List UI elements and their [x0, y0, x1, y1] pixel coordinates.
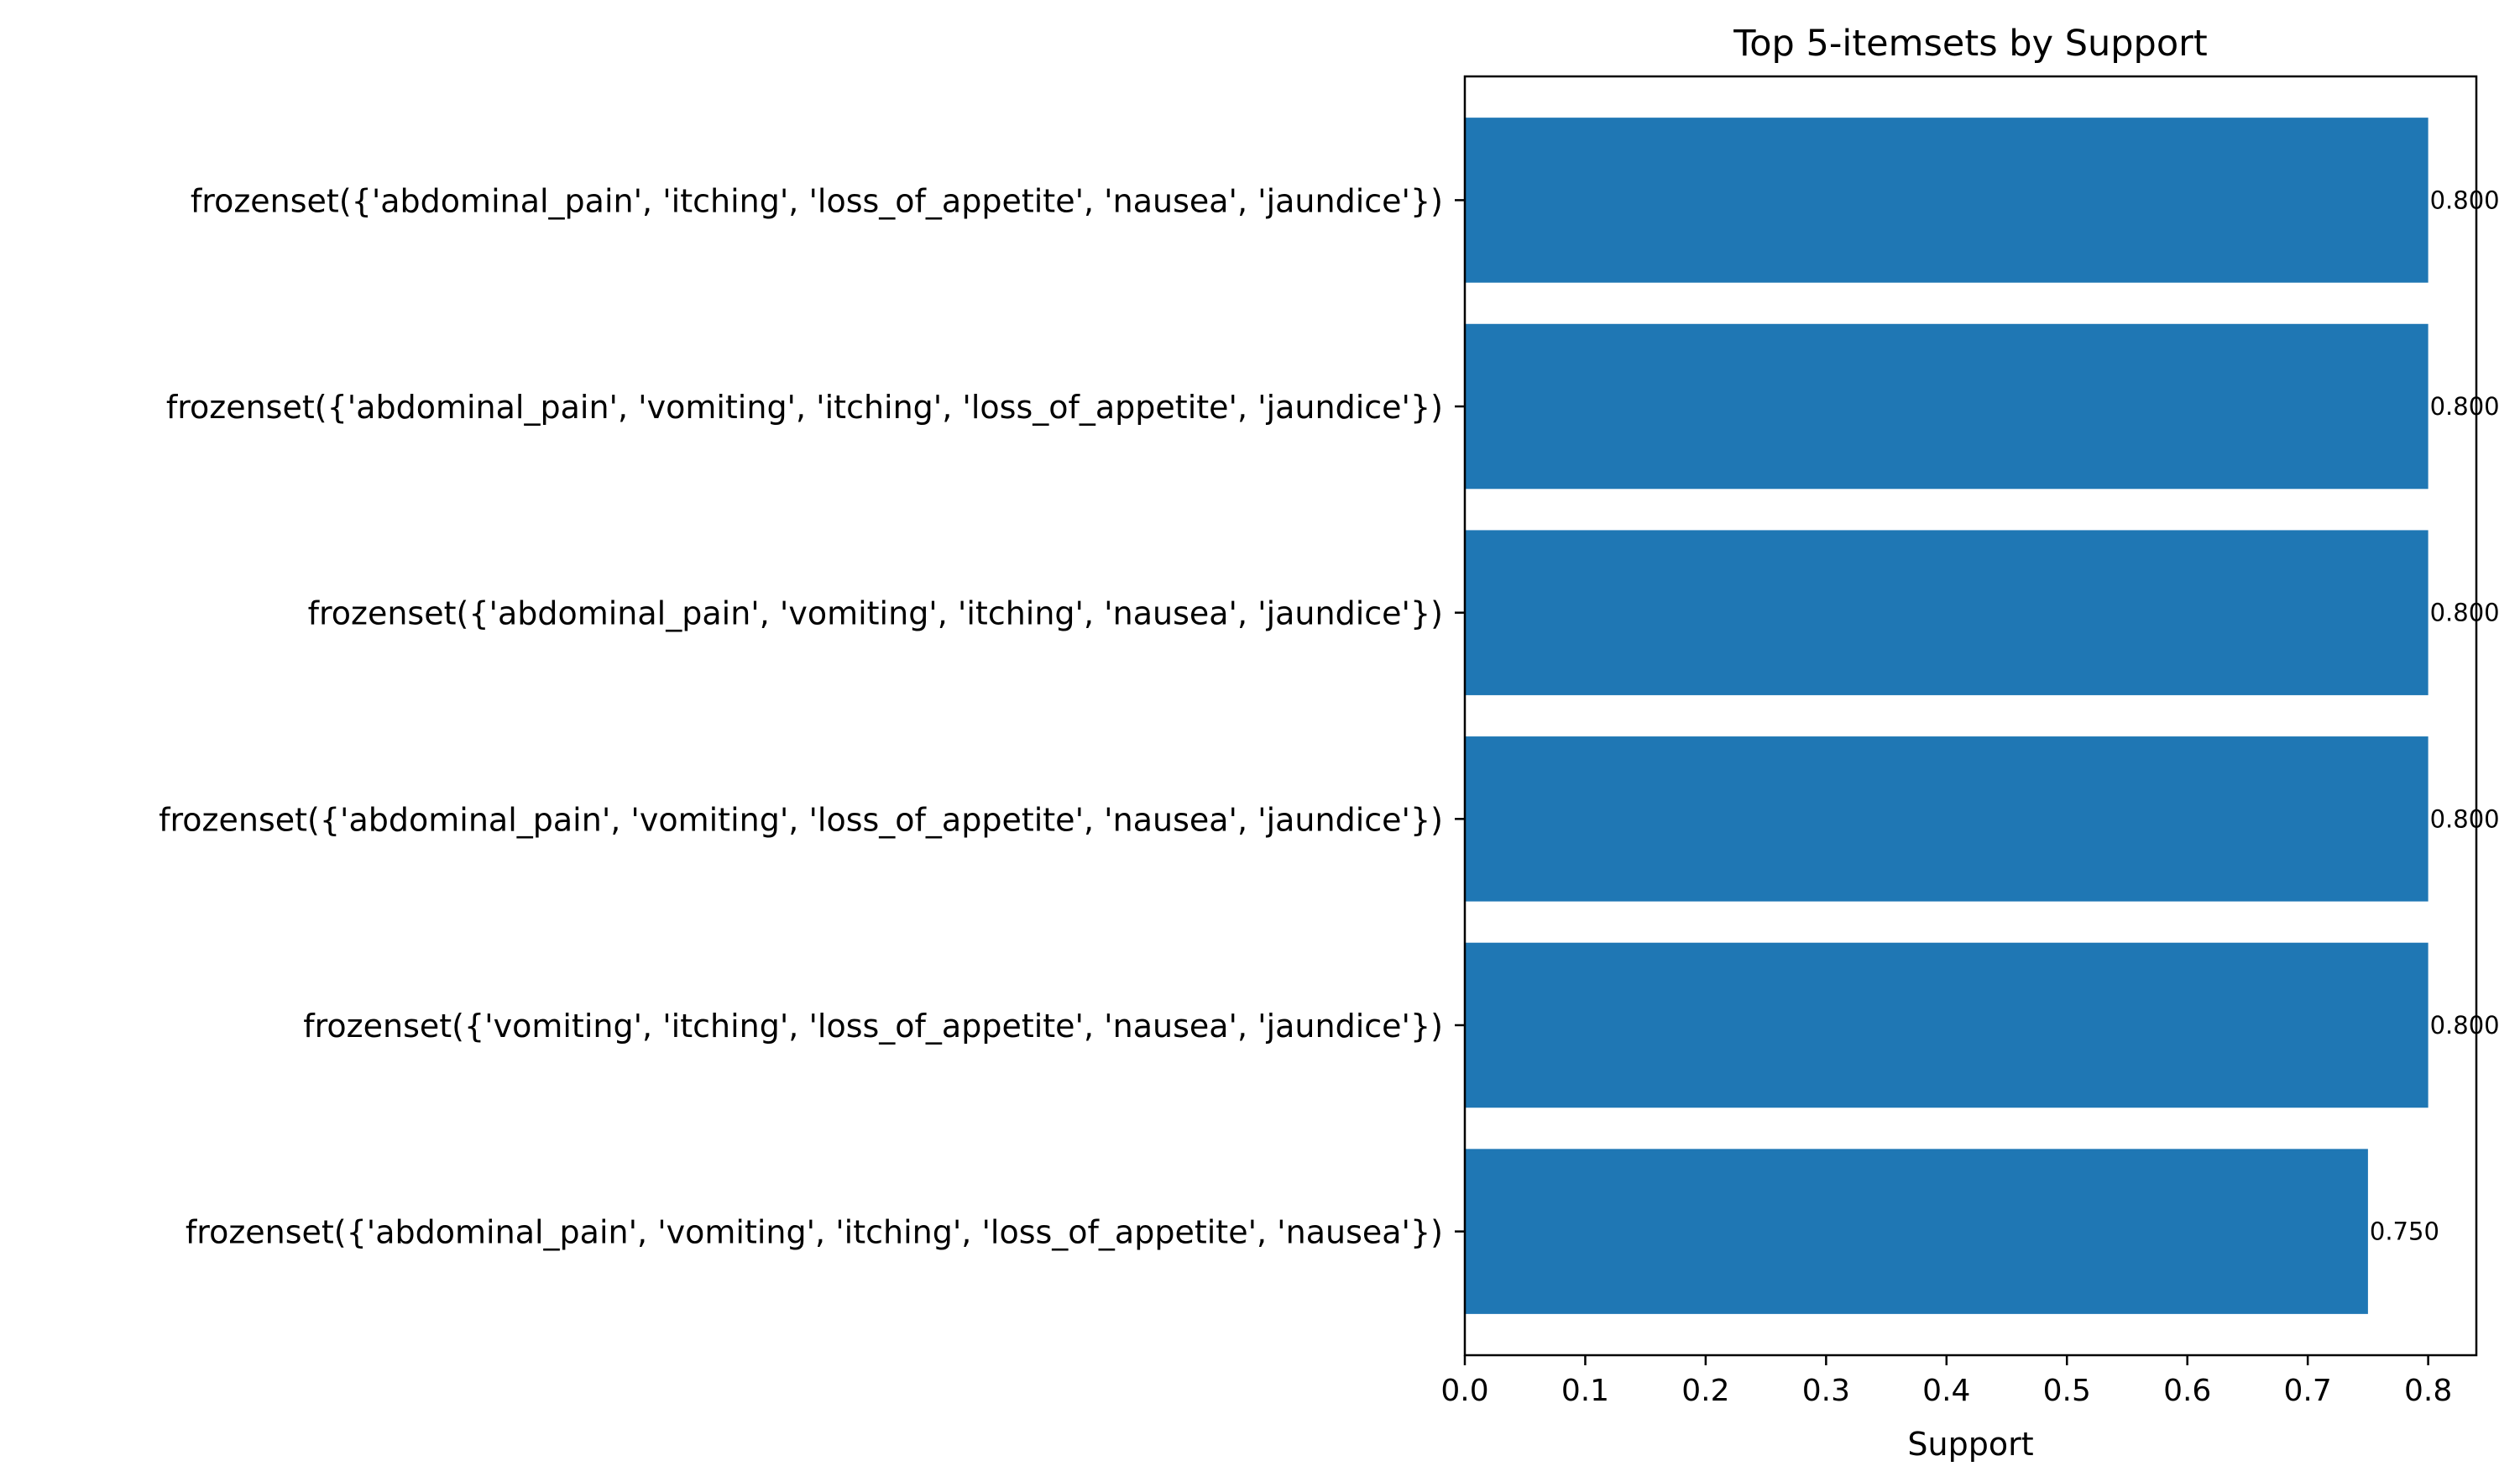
x-tick-label-2: 0.2 [1681, 1374, 1729, 1408]
category-label-5: frozenset({'vomiting', 'itching', 'loss_… [303, 1008, 1443, 1045]
plot-frame [1463, 75, 2478, 1357]
category-labels: frozenset({'abdominal_pain', 'itching', … [159, 182, 1465, 1251]
x-tick-label-8: 0.8 [2404, 1374, 2452, 1408]
category-label-2: frozenset({'abdominal_pain', 'vomiting',… [166, 389, 1443, 426]
bar-5 [1465, 942, 2429, 1108]
bar-4 [1465, 736, 2429, 902]
category-label-3: frozenset({'abdominal_pain', 'vomiting',… [308, 595, 1443, 632]
bar-value-label-3: 0.800 [2430, 599, 2500, 627]
chart-title: Top 5-itemsets by Support [1733, 23, 2207, 65]
x-tick-label-6: 0.6 [2163, 1374, 2211, 1408]
x-axis-label: Support [1907, 1426, 2033, 1463]
bar-3 [1465, 530, 2429, 695]
bar-value-labels: 0.800 0.800 0.800 0.800 0.800 0.750 [2370, 186, 2500, 1245]
bar-value-label-6: 0.750 [2370, 1218, 2439, 1246]
category-label-4: frozenset({'abdominal_pain', 'vomiting',… [159, 801, 1443, 838]
x-tick-label-5: 0.5 [2043, 1374, 2091, 1408]
x-tick-label-1: 0.1 [1561, 1374, 1609, 1408]
x-axis-ticks: 0.0 0.1 0.2 0.3 0.4 0.5 0.6 0.7 0.8 [1440, 1355, 2452, 1408]
bar-value-label-5: 0.800 [2430, 1011, 2500, 1039]
bar-value-label-2: 0.800 [2430, 392, 2500, 421]
x-tick-label-0: 0.0 [1440, 1374, 1488, 1408]
x-tick-label-4: 0.4 [1922, 1374, 1970, 1408]
bar-2 [1465, 323, 2429, 490]
bar-1 [1465, 118, 2429, 283]
x-tick-label-3: 0.3 [1802, 1374, 1850, 1408]
bar-value-label-4: 0.800 [2430, 804, 2500, 833]
bar-6 [1465, 1149, 2368, 1314]
x-tick-label-7: 0.7 [2284, 1374, 2332, 1408]
bars-group [1465, 118, 2429, 1314]
category-label-1: frozenset({'abdominal_pain', 'itching', … [191, 182, 1443, 219]
category-label-6: frozenset({'abdominal_pain', 'vomiting',… [186, 1214, 1443, 1251]
bar-value-label-1: 0.800 [2430, 186, 2500, 214]
